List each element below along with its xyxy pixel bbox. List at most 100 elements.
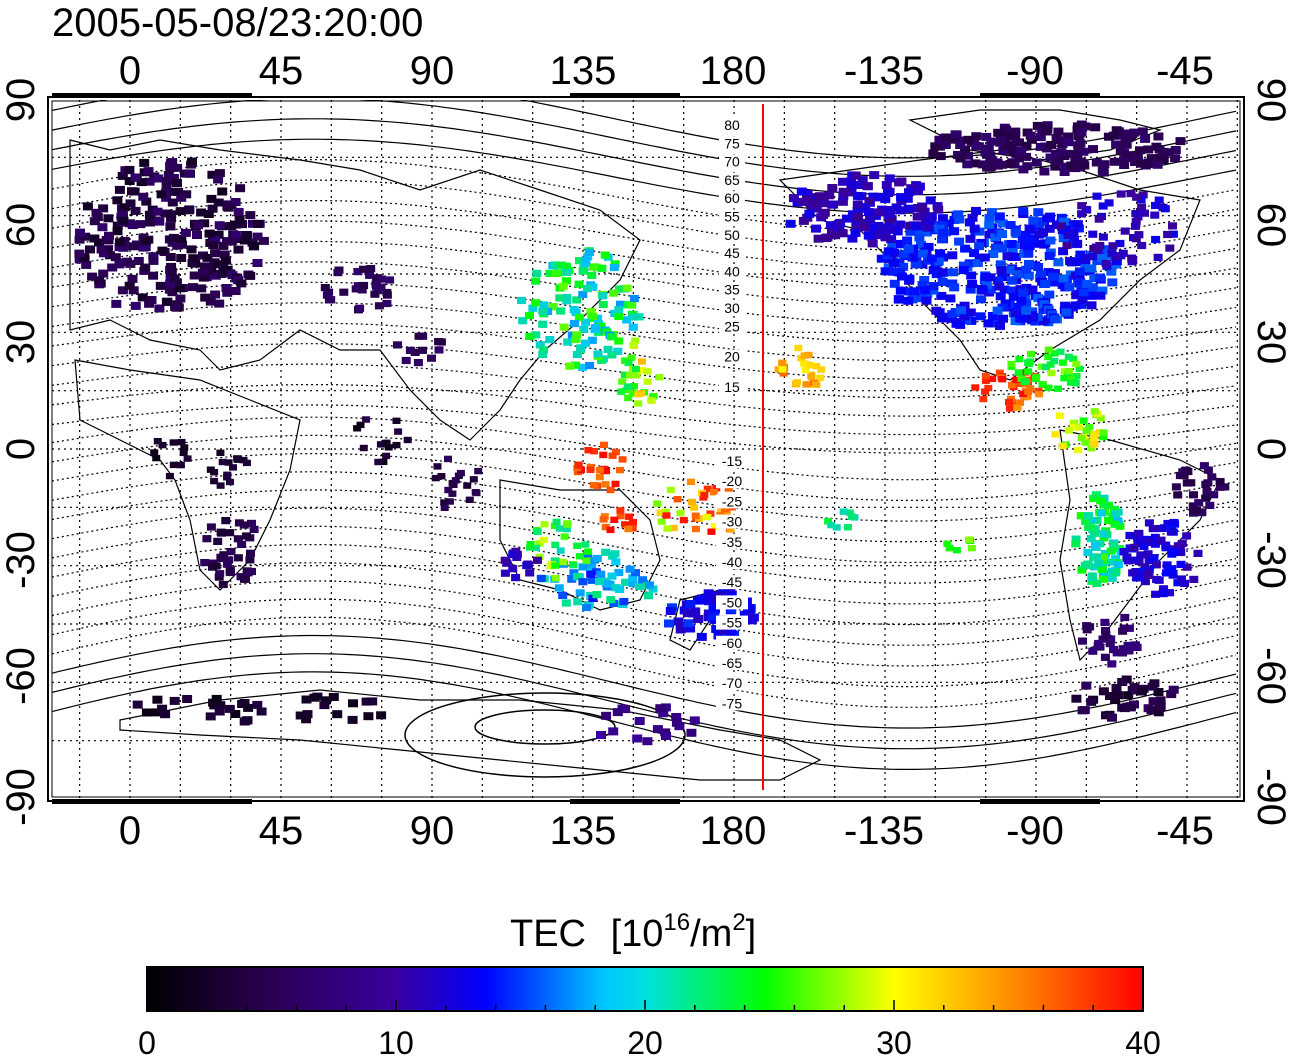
tec-point [618, 378, 627, 385]
tec-point [130, 206, 141, 215]
tec-point [931, 270, 942, 279]
tec-point [328, 693, 339, 701]
tec-point [418, 346, 427, 354]
tec-point [1033, 294, 1044, 303]
tec-point [203, 210, 214, 218]
tec-point [1044, 384, 1053, 391]
tec-point [192, 231, 202, 239]
tec-point [1005, 160, 1016, 168]
tec-point [1173, 491, 1183, 499]
tec-point [202, 535, 212, 543]
tec-point [1005, 398, 1013, 406]
right-lat-label: 0 [1249, 438, 1292, 460]
tec-point [983, 319, 994, 328]
tec-point [216, 482, 225, 489]
tec-point [827, 521, 836, 529]
tec-point [615, 466, 624, 474]
tec-point [1058, 274, 1069, 283]
tec-point [1177, 575, 1186, 583]
tec-point [865, 215, 876, 224]
tec-point [1135, 146, 1145, 155]
tec-point [1118, 649, 1128, 657]
tec-point [969, 224, 980, 233]
tec-point [1151, 235, 1161, 244]
tec-point [1090, 430, 1099, 438]
tec-point [148, 256, 159, 265]
tec-point [571, 361, 580, 369]
tec-point [1136, 159, 1147, 168]
tec-point [1151, 590, 1161, 598]
tec-point [1154, 196, 1164, 204]
tec-point [1129, 543, 1139, 551]
tec-point [1130, 686, 1141, 695]
tec-point [1013, 302, 1024, 311]
tec-point [627, 301, 637, 309]
tec-point [210, 290, 221, 299]
tec-point [592, 554, 602, 563]
tec-point [301, 695, 312, 704]
tec-point [1092, 192, 1102, 200]
tec-point [1203, 466, 1213, 474]
tec-point [199, 219, 210, 228]
tec-point [896, 177, 907, 186]
tec-point [167, 198, 178, 207]
tec-point [824, 518, 833, 525]
tec-point [1126, 190, 1136, 198]
tec-point [971, 132, 982, 141]
tec-point [1071, 291, 1082, 300]
tec-point [163, 171, 174, 179]
tec-point [339, 288, 349, 296]
tec-point [620, 371, 629, 378]
tec-point [431, 474, 440, 482]
tec-point [1201, 494, 1211, 502]
tec-point [710, 523, 719, 530]
tec-point [1142, 569, 1152, 577]
tec-point [1013, 270, 1024, 279]
mlat-label: 45 [724, 245, 740, 261]
tec-point [1043, 268, 1054, 277]
tec-point [1098, 687, 1109, 696]
tec-point [1108, 242, 1118, 250]
tec-point [188, 283, 198, 292]
tec-point [595, 473, 604, 481]
tec-point [1051, 431, 1060, 438]
tec-point [1025, 360, 1034, 367]
tec-point [562, 293, 572, 302]
tec-point [687, 478, 695, 485]
tec-point [165, 265, 176, 274]
tec-point [392, 441, 401, 449]
tec-point [975, 312, 986, 321]
tec-point [177, 438, 186, 446]
tec-point [532, 556, 542, 564]
tec-point [1077, 566, 1087, 574]
tec-point [215, 570, 225, 578]
tec-point [176, 234, 187, 243]
tec-point [869, 171, 880, 180]
tec-point [586, 308, 596, 316]
tec-point [971, 142, 982, 150]
tec-point [598, 292, 608, 300]
tec-point [960, 244, 971, 253]
tec-point [852, 213, 863, 222]
tec-point [448, 490, 457, 497]
tec-point [1083, 560, 1093, 568]
tec-point [1007, 360, 1016, 368]
tec-point [703, 589, 714, 598]
tec-point [1073, 258, 1084, 267]
tec-point [1060, 301, 1071, 310]
tec-point [1095, 291, 1106, 300]
tec-point [1130, 222, 1140, 230]
mlat-label-bg [719, 227, 745, 242]
tec-point [634, 313, 644, 321]
tec-point [920, 286, 931, 295]
tec-point [141, 197, 152, 206]
tec-point [1107, 250, 1117, 258]
tec-point [140, 237, 151, 246]
tec-point [197, 268, 208, 277]
tec-point [1059, 168, 1070, 176]
tec-point [525, 569, 535, 577]
tec-point [1069, 355, 1078, 362]
tec-point [967, 545, 976, 552]
tec-point [127, 187, 137, 196]
tec-point [1143, 145, 1154, 154]
